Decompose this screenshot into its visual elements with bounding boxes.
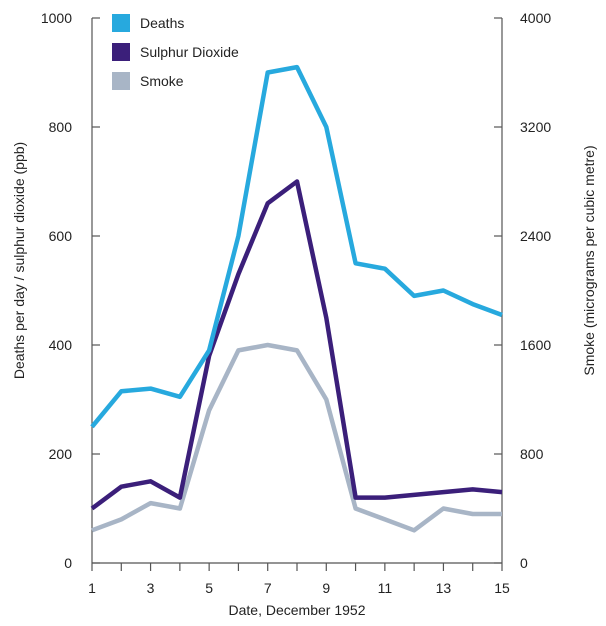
series-lines	[90, 64, 503, 533]
x-tick-label: 9	[322, 580, 330, 596]
series-line-deaths	[90, 64, 503, 429]
right-y-tick-label: 4000	[520, 10, 551, 26]
right-y-axis-title: Smoke (micrograms per cubic metre)	[581, 145, 597, 375]
x-axis-title: Date, December 1952	[229, 602, 366, 618]
legend-label: Smoke	[140, 73, 184, 89]
x-tick-label: 3	[147, 580, 155, 596]
left-y-tick-label: 600	[49, 228, 73, 244]
x-tick-label: 1	[88, 580, 96, 596]
x-tick-label: 11	[378, 580, 393, 596]
legend: Deaths Sulphur Dioxide Smoke	[112, 14, 239, 90]
x-tick-label: 13	[436, 580, 452, 596]
legend-swatch	[112, 72, 130, 90]
right-y-tick-label: 2400	[520, 228, 551, 244]
left-y-tick-label: 0	[64, 555, 72, 571]
legend-label: Deaths	[140, 15, 184, 31]
left-y-tick-label: 200	[49, 446, 73, 462]
legend-swatch	[112, 14, 130, 32]
right-y-tick-label: 0	[520, 555, 528, 571]
x-tick-label: 5	[205, 580, 213, 596]
right-y-tick-label: 1600	[520, 337, 551, 353]
right-y-tick-label: 800	[520, 446, 544, 462]
right-y-tick-label: 3200	[520, 119, 551, 135]
left-y-tick-label: 800	[49, 119, 73, 135]
series-line-sulphur-dioxide	[90, 179, 503, 511]
left-y-tick-label: 400	[49, 337, 73, 353]
left-y-axis-title: Deaths per day / sulphur dioxide (ppb)	[11, 142, 27, 379]
legend-swatch	[112, 43, 130, 61]
x-tick-label: 15	[494, 580, 510, 596]
series-line-smoke	[91, 342, 502, 533]
x-tick-label: 7	[264, 580, 272, 596]
legend-label: Sulphur Dioxide	[140, 44, 239, 60]
left-y-tick-label: 1000	[41, 10, 72, 26]
